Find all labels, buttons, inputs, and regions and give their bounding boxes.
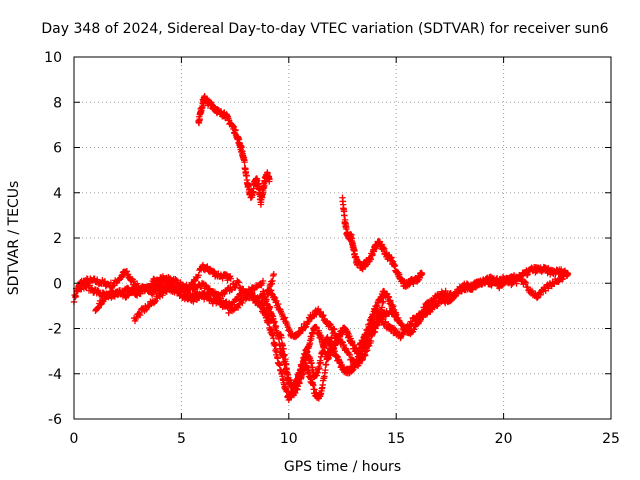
- data-point: [280, 345, 287, 353]
- x-tick-label: 15: [387, 431, 405, 447]
- data-point: [533, 294, 541, 302]
- data-point: [94, 287, 101, 294]
- data-point: [136, 311, 144, 319]
- series-track-10: [367, 263, 572, 338]
- data-point: [522, 279, 530, 287]
- data-point: [374, 321, 381, 328]
- data-point: [195, 272, 202, 279]
- y-tick-label: 2: [53, 231, 62, 247]
- data-point: [221, 290, 228, 298]
- series-track-5: [195, 92, 273, 208]
- data-point: [564, 271, 572, 278]
- data-point: [200, 295, 208, 303]
- series-track-8: [339, 194, 426, 290]
- data-point: [151, 298, 158, 306]
- data-point: [167, 287, 175, 295]
- data-point: [259, 277, 267, 285]
- y-tick-label: -2: [48, 322, 62, 338]
- data-point: [323, 355, 331, 362]
- data-point: [418, 271, 426, 278]
- data-point: [206, 285, 213, 292]
- data-point: [211, 291, 219, 299]
- data-point: [93, 276, 101, 283]
- data-point: [227, 275, 235, 282]
- data-point: [521, 278, 529, 286]
- data-point: [287, 383, 295, 391]
- data-point: [278, 334, 285, 341]
- data-marks: [70, 92, 572, 404]
- data-point: [234, 304, 242, 311]
- axis-ticks: 0 5 10 15 20 25 -6 -4 -2 0 2 4 6 8 10: [44, 50, 620, 447]
- data-point: [296, 380, 303, 387]
- x-axis-label: GPS time / hours: [284, 459, 401, 475]
- series-track-11: [264, 286, 387, 369]
- data-point: [219, 275, 226, 282]
- data-point: [241, 158, 248, 166]
- x-tick-label: 20: [495, 431, 513, 447]
- data-point: [308, 359, 315, 367]
- data-point: [120, 290, 127, 298]
- data-point: [235, 301, 243, 308]
- data-point: [271, 318, 278, 326]
- data-point: [537, 291, 544, 299]
- series-track-4: [130, 277, 267, 325]
- data-point: [283, 365, 290, 372]
- x-tick-label: 10: [280, 431, 298, 447]
- data-point: [159, 292, 166, 299]
- data-point: [283, 387, 291, 395]
- data-point: [191, 277, 199, 284]
- series-track-12: [277, 331, 335, 402]
- data-point: [532, 290, 539, 297]
- data-point: [281, 351, 288, 358]
- data-point: [239, 299, 246, 307]
- data-point: [235, 279, 243, 286]
- x-tick-label: 5: [177, 431, 186, 447]
- y-tick-label: 4: [53, 186, 62, 202]
- data-point: [367, 256, 375, 263]
- data-point: [545, 285, 552, 292]
- data-point: [270, 271, 277, 278]
- data-point: [328, 334, 335, 341]
- y-tick-label: 0: [53, 276, 62, 292]
- data-point: [270, 335, 277, 342]
- y-tick-label: -6: [48, 412, 62, 428]
- y-tick-label: 6: [53, 141, 62, 157]
- data-point: [133, 314, 140, 321]
- data-point: [266, 175, 273, 183]
- x-tick-label: 25: [602, 431, 620, 447]
- data-point: [317, 359, 324, 366]
- data-point: [275, 300, 282, 308]
- y-tick-label: -4: [48, 367, 62, 383]
- data-point: [163, 274, 170, 282]
- y-tick-label: 8: [53, 95, 62, 111]
- data-point: [266, 304, 274, 311]
- y-axis-label: SDTVAR / TECUs: [6, 181, 22, 296]
- x-tick-label: 0: [70, 431, 79, 447]
- data-point: [380, 298, 387, 305]
- data-point: [111, 293, 119, 300]
- data-point: [305, 367, 312, 374]
- data-point: [124, 292, 132, 299]
- chart-title: Day 348 of 2024, Sidereal Day-to-day VTE…: [41, 21, 608, 37]
- y-tick-label: 10: [44, 50, 62, 66]
